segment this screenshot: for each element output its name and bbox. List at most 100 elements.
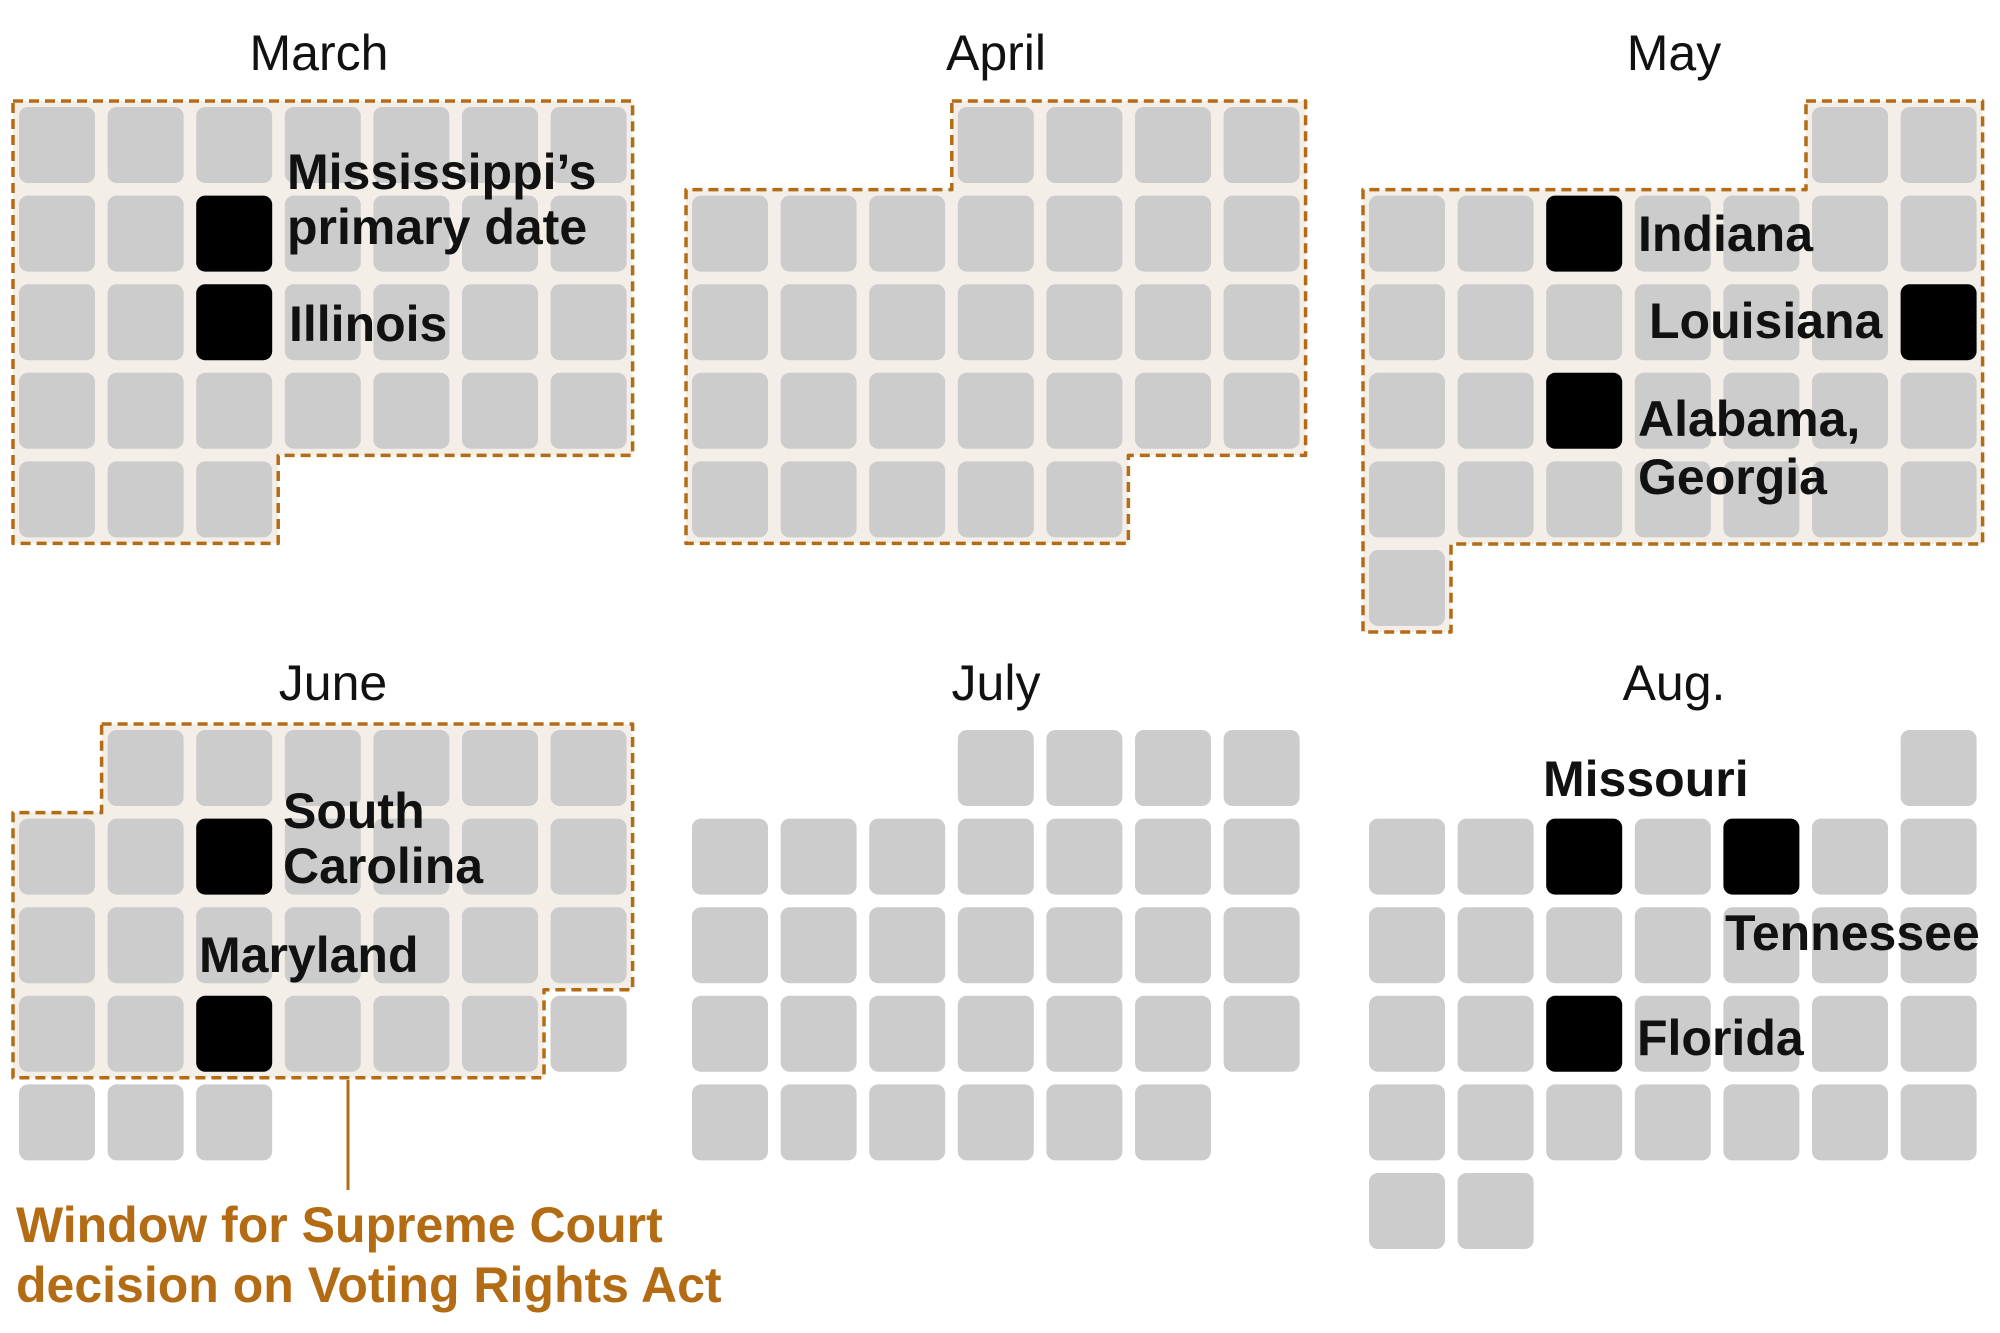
- day-cell: [1369, 461, 1445, 538]
- day-cell: [1812, 461, 1888, 538]
- day-cell: [284, 284, 361, 361]
- day-cell: [462, 372, 538, 449]
- day-cell: [1369, 1084, 1445, 1161]
- day-cell: [1634, 818, 1711, 895]
- day-cell: [107, 995, 184, 1072]
- day-cell: [957, 372, 1034, 449]
- day-cell: [1457, 995, 1534, 1072]
- day-cell: [1900, 818, 1977, 895]
- day-cell: [1546, 461, 1623, 538]
- month-title-may: May: [1627, 25, 1721, 81]
- court-decision-window-may: [1361, 99, 1985, 634]
- label-louisiana: Louisiana: [1649, 293, 1884, 349]
- day-cell: [19, 195, 95, 272]
- day-cell: [19, 1084, 95, 1161]
- day-cell: [196, 1084, 273, 1161]
- day-cell: [780, 907, 857, 984]
- day-cell: [107, 107, 184, 183]
- day-cell: [780, 372, 857, 449]
- day-cell: [692, 284, 768, 361]
- primary-day-cell: [1546, 995, 1623, 1072]
- day-cell: [107, 730, 184, 806]
- day-cell: [957, 730, 1034, 806]
- day-cell: [373, 284, 450, 361]
- day-cell: [1812, 1084, 1888, 1161]
- day-cell: [1369, 550, 1445, 626]
- day-cell: [1900, 907, 1977, 984]
- day-cell: [373, 195, 450, 272]
- month-title-april: April: [946, 25, 1046, 81]
- day-cell: [692, 995, 768, 1072]
- day-cell: [869, 195, 946, 272]
- day-cell: [550, 107, 627, 183]
- day-cell: [462, 107, 538, 183]
- label-mississippi-line2: primary date: [287, 199, 587, 255]
- day-cell: [1369, 284, 1445, 361]
- day-cell: [1046, 107, 1123, 183]
- day-cell: [1812, 195, 1888, 272]
- day-cell: [1223, 995, 1300, 1072]
- day-cell: [1457, 1173, 1534, 1249]
- day-cell: [692, 907, 768, 984]
- day-cell: [284, 195, 361, 272]
- month-march: March Mississippi’s primary date Illinoi…: [11, 25, 635, 546]
- day-cell: [550, 818, 627, 895]
- day-cell: [284, 818, 361, 895]
- day-cell: [957, 818, 1034, 895]
- day-cell: [1046, 195, 1123, 272]
- day-cell: [107, 372, 184, 449]
- day-cell: [957, 461, 1034, 538]
- day-cell: [19, 284, 95, 361]
- day-cell: [1723, 907, 1800, 984]
- annotation-text-line2: decision on Voting Rights Act: [16, 1257, 722, 1313]
- day-cell: [1135, 107, 1211, 183]
- day-cell: [1369, 995, 1445, 1072]
- day-cell: [1223, 284, 1300, 361]
- day-cell: [1900, 1084, 1977, 1161]
- day-cell: [462, 284, 538, 361]
- day-cell: [462, 907, 538, 984]
- primary-day-cell: [1900, 284, 1977, 361]
- day-cell: [1135, 1084, 1211, 1161]
- day-cell: [1369, 195, 1445, 272]
- day-cell: [373, 907, 450, 984]
- day-cell: [1900, 372, 1977, 449]
- day-cell: [1457, 818, 1534, 895]
- day-cell: [692, 1084, 768, 1161]
- primary-day-cell: [1546, 372, 1623, 449]
- day-cell: [550, 730, 627, 806]
- label-missouri: Missouri: [1543, 751, 1749, 807]
- day-cell: [1369, 907, 1445, 984]
- day-cell: [957, 284, 1034, 361]
- day-cell: [19, 907, 95, 984]
- day-cell: [1369, 1173, 1445, 1249]
- day-cell: [107, 1084, 184, 1161]
- day-cell: [107, 195, 184, 272]
- day-cell: [550, 995, 627, 1072]
- day-cell: [1812, 284, 1888, 361]
- day-cell: [957, 1084, 1034, 1161]
- day-cell: [1723, 372, 1800, 449]
- day-cell: [1634, 195, 1711, 272]
- day-cell: [1046, 818, 1123, 895]
- day-cell: [1135, 818, 1211, 895]
- day-cell: [1900, 461, 1977, 538]
- day-cell: [1812, 907, 1888, 984]
- day-cell: [1369, 372, 1445, 449]
- day-cell: [1457, 284, 1534, 361]
- day-cell: [1135, 730, 1211, 806]
- label-maryland: Maryland: [199, 927, 419, 983]
- day-cell: [284, 907, 361, 984]
- day-cell: [869, 284, 946, 361]
- day-cell: [1046, 907, 1123, 984]
- day-cell: [1046, 730, 1123, 806]
- day-cell: [1223, 730, 1300, 806]
- court-decision-window-june: [11, 722, 635, 1080]
- label-florida: Florida: [1637, 1010, 1805, 1066]
- day-cell: [1457, 1084, 1534, 1161]
- month-title-aug: Aug.: [1623, 655, 1726, 711]
- day-cell: [780, 195, 857, 272]
- month-june: June South Carolina Maryland: [11, 655, 635, 1161]
- day-cell: [780, 284, 857, 361]
